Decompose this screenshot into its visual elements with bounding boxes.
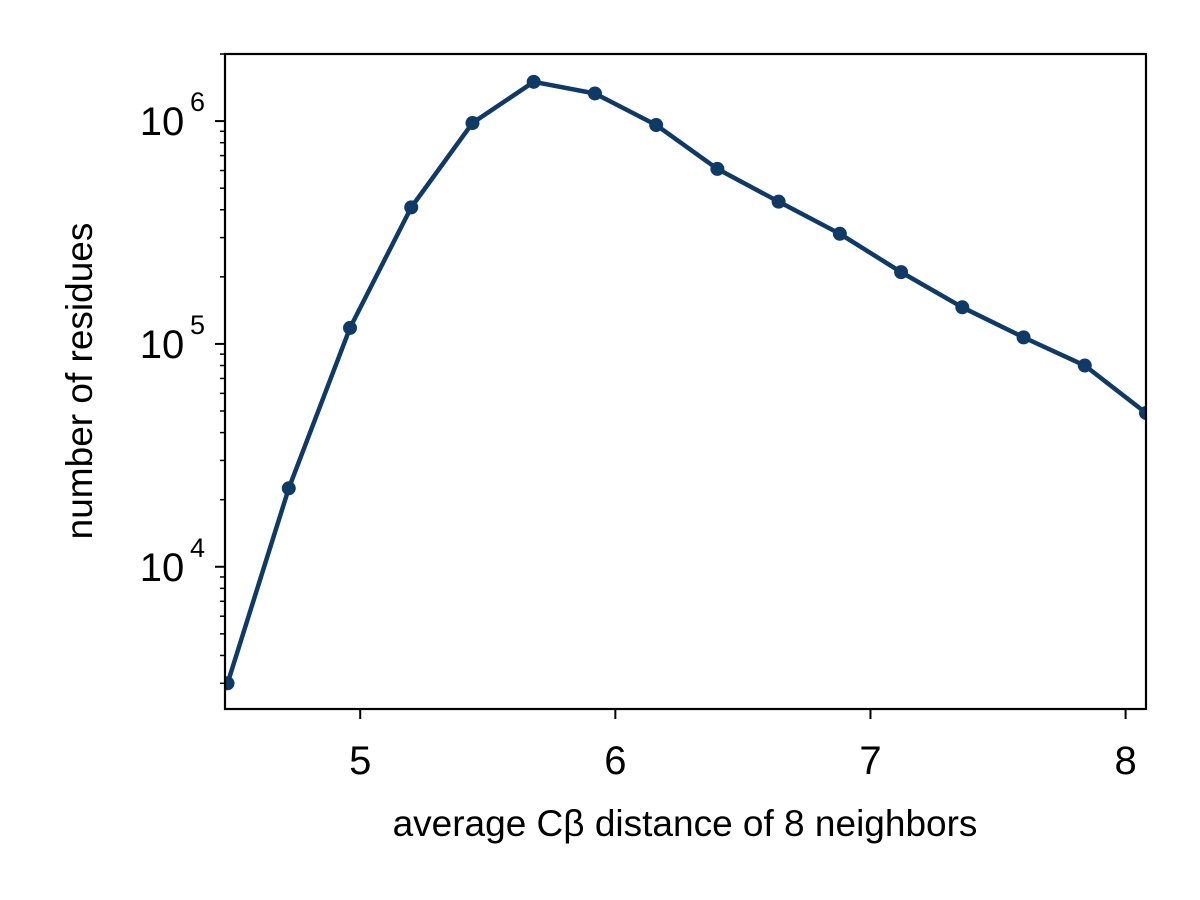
- data-point: [465, 116, 480, 131]
- x-axis-title: average Cβ distance of 8 neighbors: [393, 803, 978, 844]
- data-point: [955, 300, 970, 315]
- series-line: [225, 79, 1146, 686]
- y-tick-label: 10: [140, 323, 185, 367]
- y-tick-exponent: 6: [190, 87, 205, 117]
- data-point: [1139, 405, 1146, 420]
- x-tick-label: 5: [349, 739, 371, 783]
- x-tick-label: 6: [604, 739, 626, 783]
- x-tick-label: 7: [859, 739, 881, 783]
- data-point: [710, 161, 725, 176]
- data-point: [894, 265, 909, 280]
- y-tick-label: 10: [140, 100, 185, 144]
- y-axis-title: number of residues: [59, 223, 100, 540]
- y-tick-label: 10: [140, 546, 185, 590]
- data-point: [1016, 330, 1031, 345]
- plot-frame: [223, 52, 1148, 711]
- series-layer: [225, 74, 1146, 691]
- data-point: [832, 226, 847, 241]
- data-point: [1077, 358, 1092, 373]
- data-point: [771, 194, 786, 209]
- series-group: [225, 74, 1146, 691]
- data-point: [343, 320, 358, 335]
- data-point: [404, 200, 419, 215]
- data-point: [587, 86, 602, 101]
- data-point: [225, 676, 235, 691]
- y-tick-exponent: 5: [190, 310, 205, 340]
- x-tick-label: 8: [1114, 739, 1136, 783]
- data-point: [281, 481, 296, 496]
- data-point: [649, 118, 664, 133]
- data-point: [526, 74, 541, 89]
- y-tick-exponent: 4: [190, 533, 205, 563]
